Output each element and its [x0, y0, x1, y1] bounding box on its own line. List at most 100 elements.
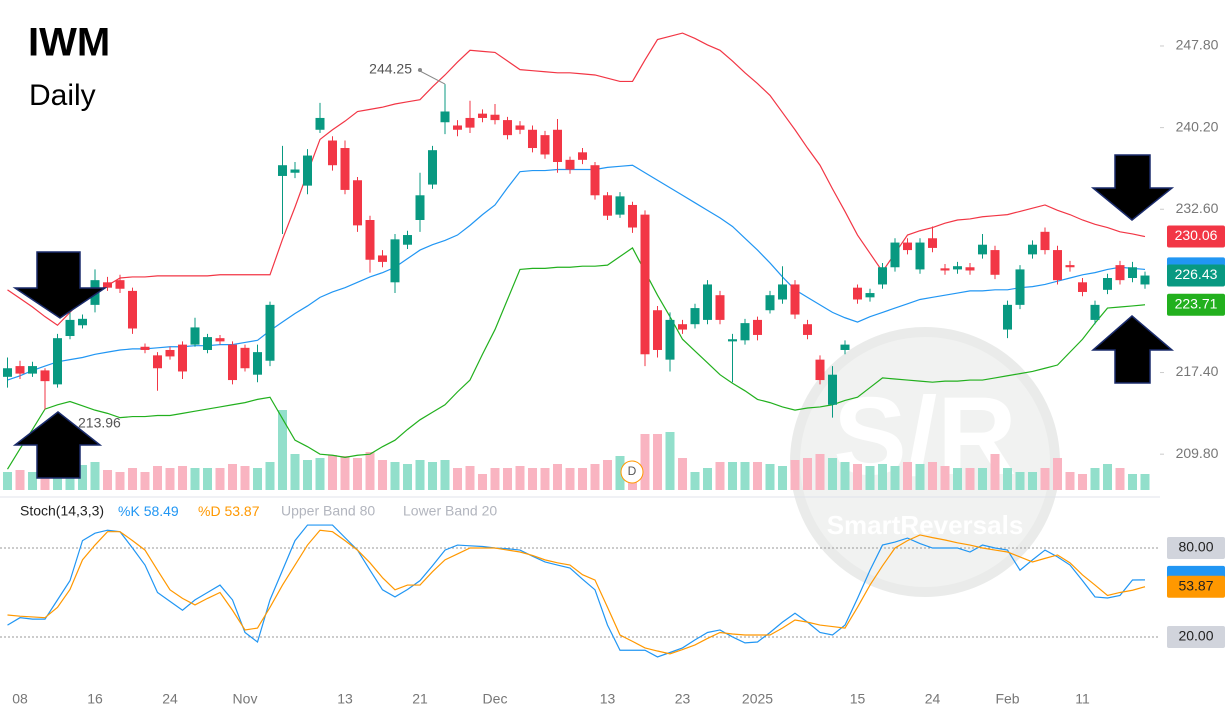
candle-body: [15, 366, 25, 374]
volume-bar: [153, 466, 162, 490]
volume-bar: [553, 464, 562, 490]
arrows: [12, 154, 1175, 479]
badge-label: 226.43: [1175, 266, 1218, 282]
volume-bar: [503, 468, 512, 490]
volume-bar: [678, 458, 687, 490]
volume-bar: [203, 468, 212, 490]
candle-body: [190, 327, 200, 345]
volume-bar: [1103, 464, 1112, 490]
badge-label: 20.00: [1178, 628, 1213, 644]
candle-body: [603, 195, 612, 216]
candle-body: [590, 165, 600, 196]
volume-bar: [490, 468, 500, 490]
candle-body: [815, 359, 825, 381]
candle-body: [665, 319, 675, 360]
stoch-line: [7, 524, 1146, 658]
volume-bar: [465, 466, 475, 490]
candle-body: [115, 280, 125, 289]
volume-bar: [390, 462, 400, 490]
volume-bar: [603, 460, 612, 490]
candle-body: [728, 339, 737, 342]
volume-bar: [90, 462, 100, 490]
arrow-up: [12, 411, 103, 479]
candle-body: [290, 169, 300, 173]
candle-body: [503, 120, 512, 136]
volume-bar: [840, 462, 850, 490]
candle-body: [790, 284, 800, 315]
candle-body: [553, 129, 562, 162]
candle-body: [3, 368, 12, 377]
candle-body: [40, 370, 50, 382]
volume-bar: [615, 456, 625, 490]
volume-bar: [1128, 474, 1137, 490]
candle-body: [53, 338, 62, 385]
candle-body: [165, 349, 175, 357]
legend-value: 58.49: [144, 503, 179, 519]
candle-body: [1128, 267, 1137, 279]
candle-body: [378, 255, 387, 262]
volume-bar: [40, 468, 50, 490]
volume-bar: [990, 454, 1000, 490]
x-tick-label: Dec: [483, 691, 508, 707]
volume-bar: [478, 474, 487, 490]
candle-body: [778, 284, 787, 300]
volume-bar: [28, 472, 37, 490]
candle-body: [628, 204, 637, 228]
band-label: Lower Band 20: [403, 503, 497, 519]
candle-body: [365, 220, 375, 260]
legend-name: %K: [118, 503, 140, 519]
badge-label: 53.87: [1178, 577, 1213, 593]
candle-body: [415, 195, 425, 220]
candle-body: [953, 266, 962, 270]
candle-body: [615, 196, 625, 215]
candle-body: [828, 374, 837, 405]
volume-bar: [315, 458, 325, 490]
volume-bar: [415, 460, 425, 490]
stoch-title: Stoch(14,3,3): [20, 503, 104, 519]
volume-bar: [815, 454, 825, 490]
volume-bar: [1078, 474, 1087, 490]
candle-body: [390, 239, 400, 283]
volume-bar: [578, 468, 587, 490]
volume-bar: [190, 468, 200, 490]
annotation-leader: [417, 69, 446, 85]
volume-bar: [903, 462, 912, 490]
x-tick-label: 24: [925, 691, 941, 707]
volume-bar: [115, 472, 125, 490]
candle-body: [865, 293, 875, 298]
band-line: [6, 247, 1146, 470]
candle-body: [1078, 282, 1087, 292]
price-badge: [1167, 625, 1225, 648]
annotation-dot: [418, 68, 422, 72]
x-tick-label: 2025: [742, 691, 773, 707]
candle-body: [140, 346, 150, 350]
candle-body: [1015, 269, 1025, 305]
volume-bar: [428, 462, 437, 490]
candle-body: [965, 267, 975, 271]
x-tick-label: 23: [675, 691, 691, 707]
volume-bar: [828, 458, 837, 490]
candle-body: [1003, 304, 1012, 330]
candle-body: [303, 155, 312, 186]
candle-body: [740, 323, 750, 341]
volume-bar: [853, 464, 862, 490]
candle-body: [403, 235, 412, 245]
volume-bar: [178, 466, 187, 490]
volume-bar: [1040, 468, 1050, 490]
volume-bar: [790, 460, 800, 490]
candle-body: [703, 284, 712, 320]
high-label: 244.25: [369, 61, 412, 77]
volume-bar: [240, 466, 250, 490]
candle-body: [753, 319, 762, 335]
candle-body: [428, 150, 437, 185]
volume-bar: [703, 468, 712, 490]
volume-bar: [140, 472, 150, 490]
volume-bar: [1028, 472, 1037, 490]
candle-body: [315, 117, 325, 130]
candle-body: [490, 114, 500, 121]
candle-body: [203, 337, 212, 350]
plot: 244.25 213.96 D: [0, 32, 1164, 658]
volume-bar: [265, 462, 275, 490]
volume-bar: [953, 468, 962, 490]
